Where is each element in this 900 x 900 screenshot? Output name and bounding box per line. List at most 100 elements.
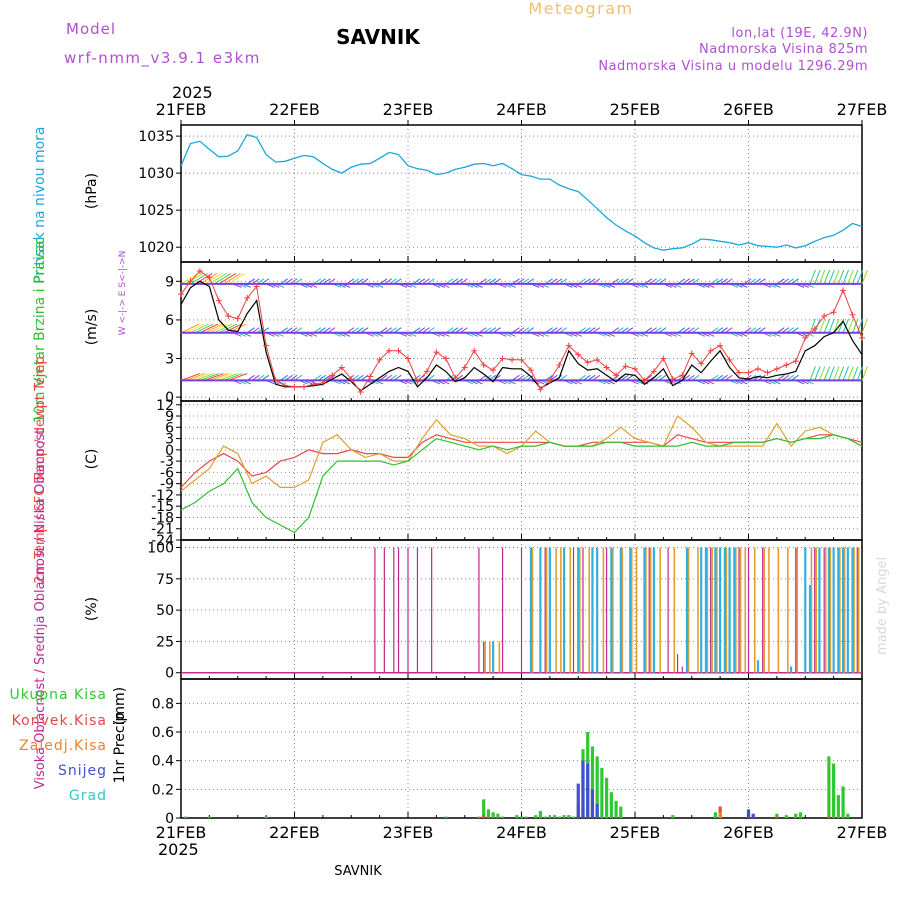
wind-gust-marker <box>688 350 695 357</box>
wind-barb <box>204 373 224 381</box>
wind-gust-marker <box>499 355 506 362</box>
x-tick-label-bottom: 22FEB <box>269 823 320 842</box>
temperature-ytick-label: -9 <box>160 477 174 493</box>
pressure-ylabel: Pritisak na nivou mora <box>32 126 48 283</box>
precip-bar <box>482 799 486 818</box>
legend-snijeg: Snijeg <box>58 763 107 779</box>
pressure-axis-labels: Pritisak na nivou mora (hPa) <box>32 126 100 283</box>
wind-gust-marker <box>518 356 525 363</box>
plot-layer: 10201025103010350369129630-3-6-9-12-15-1… <box>138 100 887 842</box>
precip-bar <box>832 763 836 818</box>
temperature-ytick-label: -6 <box>160 465 174 481</box>
precip-bar <box>746 809 751 818</box>
wind-gust-marker <box>565 342 572 349</box>
temperature-ytick-label: -18 <box>151 510 174 526</box>
wind-barb <box>823 366 831 381</box>
wind-gust-marker <box>272 377 279 384</box>
temp-axis-labels: 2m Temp / SFC Temp / dewpt Temp (C) <box>33 356 100 584</box>
wind-barb <box>213 323 233 334</box>
precip-bar <box>718 812 722 818</box>
wind-barb <box>833 269 840 285</box>
wind-barb <box>837 366 845 381</box>
wind-gust-marker <box>215 297 222 304</box>
wind-barb <box>204 272 222 285</box>
precip-bar <box>836 795 840 818</box>
precip-bar <box>496 813 500 818</box>
wind-gust-marker <box>754 365 761 372</box>
cloud-ytick-label: 0 <box>165 666 174 682</box>
precip-ytick-label: 0 <box>165 811 174 827</box>
wind-barb <box>204 323 223 334</box>
wind-barb <box>190 272 208 285</box>
wind-barb <box>809 269 816 285</box>
precip-bar <box>534 815 538 818</box>
temperature-ytick-label: 9 <box>165 409 174 425</box>
wind-gust-marker <box>405 355 411 362</box>
pressure-ytick-label: 1025 <box>138 203 174 219</box>
precip-bar <box>500 816 505 818</box>
wind-gust-marker <box>442 355 449 362</box>
x-tick-label-bottom: 27FEB <box>837 823 888 842</box>
wind-gust-marker <box>641 377 648 384</box>
wind-barb <box>842 269 849 285</box>
temperature-ytick-label: 0 <box>165 443 174 459</box>
wind-gust-marker <box>319 379 326 386</box>
wind-barb <box>814 366 821 381</box>
precip-ytick-label: 0.6 <box>152 725 174 741</box>
wind-barb <box>180 323 200 334</box>
wind-gust-marker <box>632 365 638 372</box>
temp-ylabel: 2m Temp / SFC Temp / dewpt Temp <box>33 356 48 584</box>
legend-konvek-kisa: Konvek.Kisa <box>12 713 107 729</box>
precip-bar <box>784 815 788 818</box>
precip-bar <box>482 815 486 818</box>
wind-ylabel: 10m Vjetar Brzina i Pravac <box>32 237 48 423</box>
model-label: Model <box>66 20 116 38</box>
wind-gust-marker <box>386 347 393 354</box>
precip-ytick-label: 0.2 <box>152 782 174 798</box>
temperature-ytick-label: -21 <box>151 522 174 538</box>
precip-bar <box>595 803 599 818</box>
wind-barb <box>209 323 228 334</box>
wind-gust-marker <box>736 369 743 376</box>
wind-gust-marker <box>594 356 601 363</box>
wind-gust-marker <box>849 311 856 318</box>
model-elevation-label: Nadmorska Visina u modelu 1296.29m <box>598 59 868 74</box>
precip-unit: (mm) <box>112 687 128 725</box>
wind-barb <box>185 323 204 334</box>
precip-bar <box>557 816 561 818</box>
precip-bar <box>543 816 547 818</box>
wind-barb <box>852 318 859 333</box>
wind-barb <box>861 318 868 333</box>
lonlat-label: lon,lat (19E, 42.9N) <box>731 26 868 41</box>
wind-gust-marker <box>253 283 260 290</box>
wind-barb <box>218 272 237 285</box>
wind-gust-marker <box>859 334 865 341</box>
temp-unit: (C) <box>84 449 100 470</box>
wind-barb <box>842 366 849 381</box>
wind-gust-marker <box>537 386 544 393</box>
model-name: wrf-nmm_v3.9.1 e3km <box>64 49 261 68</box>
precip-bar <box>562 815 566 818</box>
pressure-ytick-label: 1020 <box>138 240 174 256</box>
wind-gust-marker <box>452 374 459 381</box>
wind-gust-marker <box>367 373 374 380</box>
wind-gust-marker <box>206 274 213 281</box>
wind-gust-marker <box>660 355 667 362</box>
wind-gust-marker <box>830 309 837 316</box>
wind-ytick-label: 3 <box>165 352 174 368</box>
x-tick-label-bottom: 21FEB <box>156 823 207 842</box>
precip-bar <box>619 806 623 818</box>
x-tick-label-top: 26FEB <box>723 100 774 119</box>
dewpoint-line <box>180 434 863 534</box>
precip-bar <box>775 813 779 818</box>
precip-bar <box>571 816 576 818</box>
wind-barb <box>228 373 248 381</box>
legend-ukupna-kisa: Ukupna Kisa <box>9 687 107 703</box>
wind-gust-marker <box>509 356 516 363</box>
precip-bar <box>264 816 268 818</box>
precip-bar <box>586 763 590 818</box>
wind-gust-marker <box>840 287 847 294</box>
wind-barb <box>852 366 859 381</box>
wind-gust-marker <box>423 368 430 375</box>
